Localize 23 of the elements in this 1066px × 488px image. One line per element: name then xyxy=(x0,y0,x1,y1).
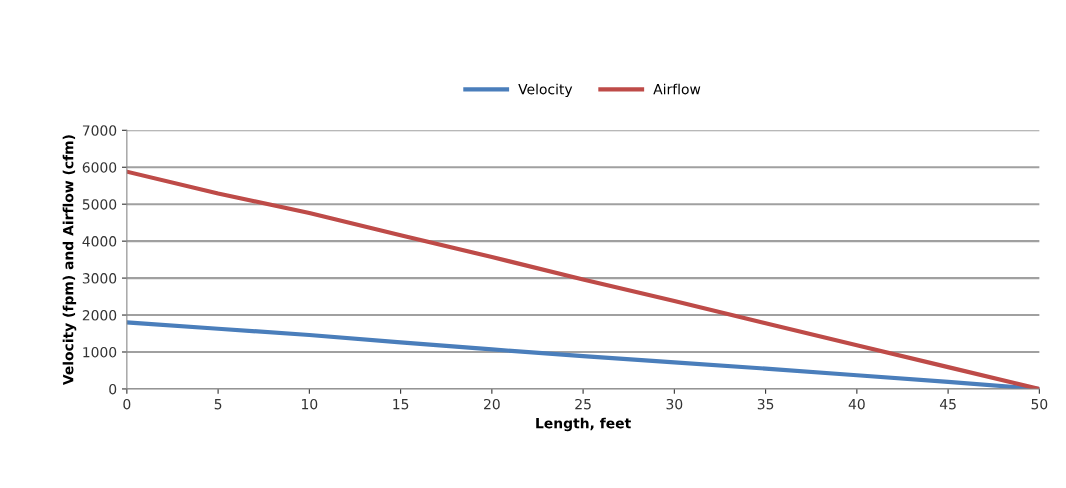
x-tick-label: 40 xyxy=(848,398,865,410)
x-tick-label: 30 xyxy=(666,398,683,410)
x-tick-label: 50 xyxy=(1031,398,1048,410)
y-tick-label: 5000 xyxy=(82,199,117,210)
y-tick-label: 2000 xyxy=(82,310,117,321)
y-tick-label: 0 xyxy=(109,383,117,395)
x-tick-label: 20 xyxy=(484,398,500,410)
legend-label: Velocity xyxy=(518,83,573,98)
y-tick-label: 3000 xyxy=(82,273,117,284)
y-axis-title: Velocity (fpm) and Airflow (cfm) xyxy=(62,135,77,386)
y-tick-label: 1000 xyxy=(83,346,117,358)
x-tick-label: 35 xyxy=(757,398,774,410)
x-tick-label: 25 xyxy=(575,398,591,410)
y-tick-label: 7000 xyxy=(82,125,117,136)
x-axis-title: Length, feet xyxy=(536,417,631,432)
x-tick-label: 45 xyxy=(939,399,956,410)
x-tick-label: 0 xyxy=(123,398,131,410)
x-tick-label: 10 xyxy=(302,398,318,410)
x-tick-label: 5 xyxy=(214,399,222,410)
x-tick-label: 15 xyxy=(393,399,409,410)
legend-label: Airflow xyxy=(653,83,701,95)
y-tick-label: 4000 xyxy=(82,236,117,247)
y-tick-label: 6000 xyxy=(82,162,117,173)
